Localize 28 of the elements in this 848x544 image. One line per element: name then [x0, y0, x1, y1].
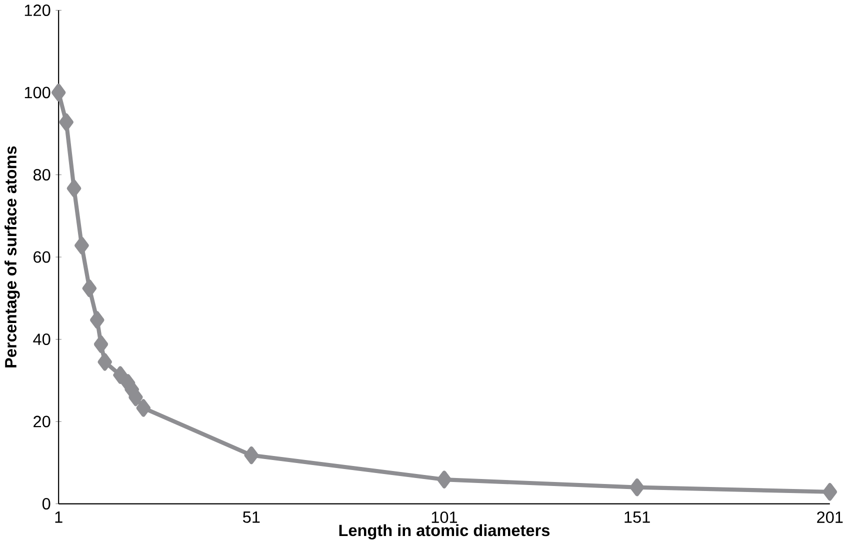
y-tick-label: 20 [34, 416, 50, 428]
x-tick-label: 151 [624, 512, 650, 523]
y-axis-title: Percentage of surface atoms [4, 146, 20, 368]
point [244, 446, 259, 464]
x-axis-title: Length in atomic diameters [339, 524, 550, 540]
x-tick-label: 1 [55, 512, 62, 523]
point [66, 180, 82, 198]
y-tick-label: 80 [33, 169, 50, 181]
point [74, 236, 89, 254]
point [59, 113, 74, 131]
point [136, 399, 151, 417]
point [51, 84, 66, 102]
point [94, 335, 108, 354]
x-tick-label: 201 [817, 511, 843, 524]
point [98, 353, 112, 371]
point [82, 279, 97, 298]
y-tick-label: 60 [34, 251, 50, 263]
y-tick-label: 40 [33, 334, 50, 346]
y-tick-label: 0 [42, 498, 50, 510]
point [437, 470, 452, 488]
x-tick-label: 51 [243, 512, 260, 523]
point [113, 366, 128, 384]
y-tick-label: 120 [24, 4, 50, 16]
point [822, 483, 838, 501]
y-tick-label: 100 [24, 86, 50, 98]
point [630, 478, 644, 496]
point [90, 311, 104, 329]
x-tick-label: 101 [432, 511, 458, 524]
